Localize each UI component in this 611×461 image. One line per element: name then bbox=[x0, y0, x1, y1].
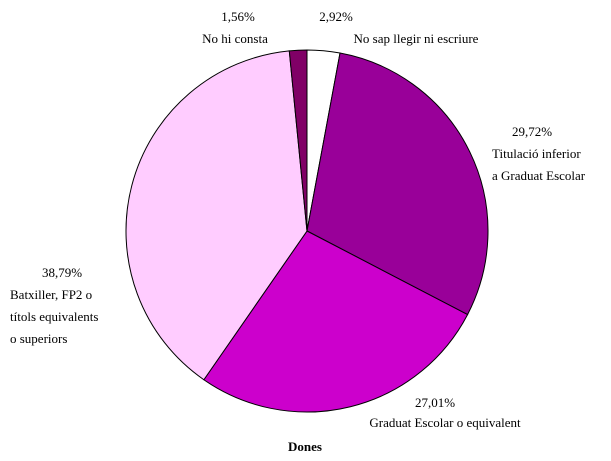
pie-slice bbox=[203, 230, 469, 413]
category-label: Graduat Escolar o equivalent bbox=[369, 415, 521, 430]
category-label: títols equivalents bbox=[10, 309, 98, 324]
pie-slice bbox=[288, 49, 308, 232]
category-label: Titulació inferior bbox=[492, 146, 581, 161]
category-label: Batxiller, FP2 o bbox=[10, 287, 92, 302]
category-label: a Graduat Escolar bbox=[492, 168, 586, 183]
value-label: 27,01% bbox=[415, 395, 455, 410]
value-label: 1,56% bbox=[221, 9, 255, 24]
value-label: 38,79% bbox=[42, 265, 82, 280]
category-label: o superiors bbox=[10, 331, 67, 346]
value-label: 2,92% bbox=[319, 9, 353, 24]
value-label: 29,72% bbox=[512, 124, 552, 139]
category-label: No sap llegir ni escriure bbox=[354, 31, 479, 46]
category-label: No hi consta bbox=[202, 31, 268, 46]
chart-title: Dones bbox=[288, 439, 322, 454]
pie-slice bbox=[125, 50, 308, 381]
pie-slice bbox=[306, 52, 489, 316]
